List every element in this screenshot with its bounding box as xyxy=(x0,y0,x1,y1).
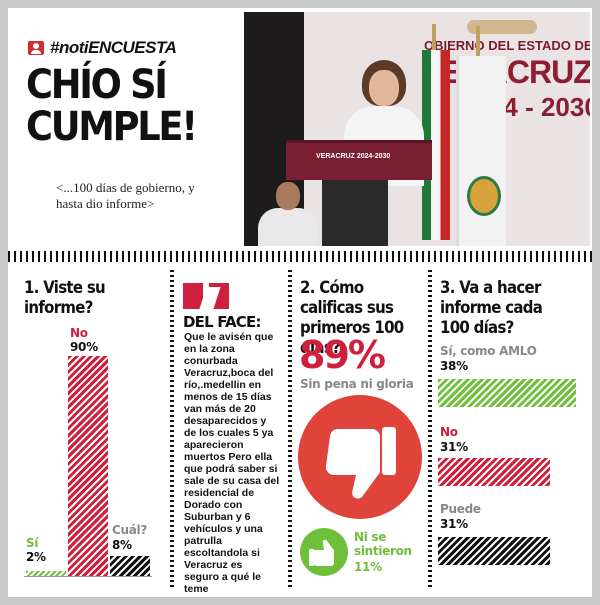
speaker-face xyxy=(369,70,399,106)
q3-si-label: Sí, como AMLO xyxy=(440,344,537,358)
brand: #notiENCUESTA xyxy=(28,38,177,58)
q3-no-label: No xyxy=(440,425,458,439)
q1-si-value: 2% xyxy=(26,550,46,564)
thumbs-up-icon xyxy=(300,528,348,576)
face-title: DEL FACE: xyxy=(183,313,261,331)
column-divider xyxy=(170,270,174,588)
q1-si-label: Sí xyxy=(26,536,39,550)
brand-tag: #notiENCUESTA xyxy=(50,38,177,57)
q3-puede-label: Puede xyxy=(440,502,481,516)
state-emblem xyxy=(467,176,501,216)
q3-si-value: 38% xyxy=(440,359,468,373)
question1-title: 1. Viste su informe? xyxy=(24,278,106,318)
q1-baseline xyxy=(24,576,152,577)
dashed-divider xyxy=(8,250,592,262)
audience-head xyxy=(276,182,300,210)
question2-title: 2. Cómo calificas sus primeros 100 días? xyxy=(300,278,404,358)
q2-secondary-value: 11% xyxy=(354,560,382,574)
flag-pole xyxy=(476,26,480,62)
podium-text: VERACRUZ 2024-2030 xyxy=(316,153,391,160)
q1-cual-value: 8% xyxy=(112,538,132,552)
q3-puede-bar xyxy=(438,537,550,565)
q1-no-label: No xyxy=(70,326,88,340)
state-flag xyxy=(456,56,506,246)
photo-sign-line1: OBIERNO DEL ESTADO DE xyxy=(424,38,590,53)
q1-cual-bar xyxy=(110,556,150,576)
q1-si-bar xyxy=(26,571,66,576)
face-body: Que le avisén que en la zona conurbada V… xyxy=(184,331,280,595)
audience-body xyxy=(258,208,318,246)
q2-main-label: Sin pena ni gloria xyxy=(300,377,414,391)
user-icon xyxy=(28,41,44,55)
q3-no-bar xyxy=(438,458,550,486)
event-photo: OBIERNO DEL ESTADO DE VERACRUZ 2024 - 20… xyxy=(244,12,590,246)
q1-no-value: 90% xyxy=(70,340,98,354)
thumbs-down-icon xyxy=(298,395,422,519)
q3-puede-value: 31% xyxy=(440,517,468,531)
q3-si-bar xyxy=(438,379,576,407)
podium-stand xyxy=(322,180,388,246)
photo-seal xyxy=(467,20,537,34)
headline: CHÍO SÍ CUMPLE! xyxy=(26,62,198,150)
divider-line xyxy=(8,250,592,251)
quote-icon xyxy=(183,283,231,309)
audience-figure xyxy=(258,182,318,246)
subheadline: <...100 días de gobierno, y hasta dio in… xyxy=(56,180,195,211)
column-divider xyxy=(288,270,292,588)
photo-sign-line2: VERACRUZ xyxy=(422,54,590,90)
q3-no-value: 31% xyxy=(440,440,468,454)
q2-main-value: 89% xyxy=(299,333,386,377)
question3-title: 3. Va a hacer informe cada 100 días? xyxy=(440,278,543,338)
column-divider xyxy=(428,270,432,588)
q2-secondary-label: Ni se sintieron xyxy=(354,530,412,558)
q1-cual-label: Cuál? xyxy=(112,523,148,537)
flag-pole xyxy=(432,24,436,64)
q1-no-bar xyxy=(68,356,108,576)
podium: VERACRUZ 2024-2030 xyxy=(286,140,432,180)
